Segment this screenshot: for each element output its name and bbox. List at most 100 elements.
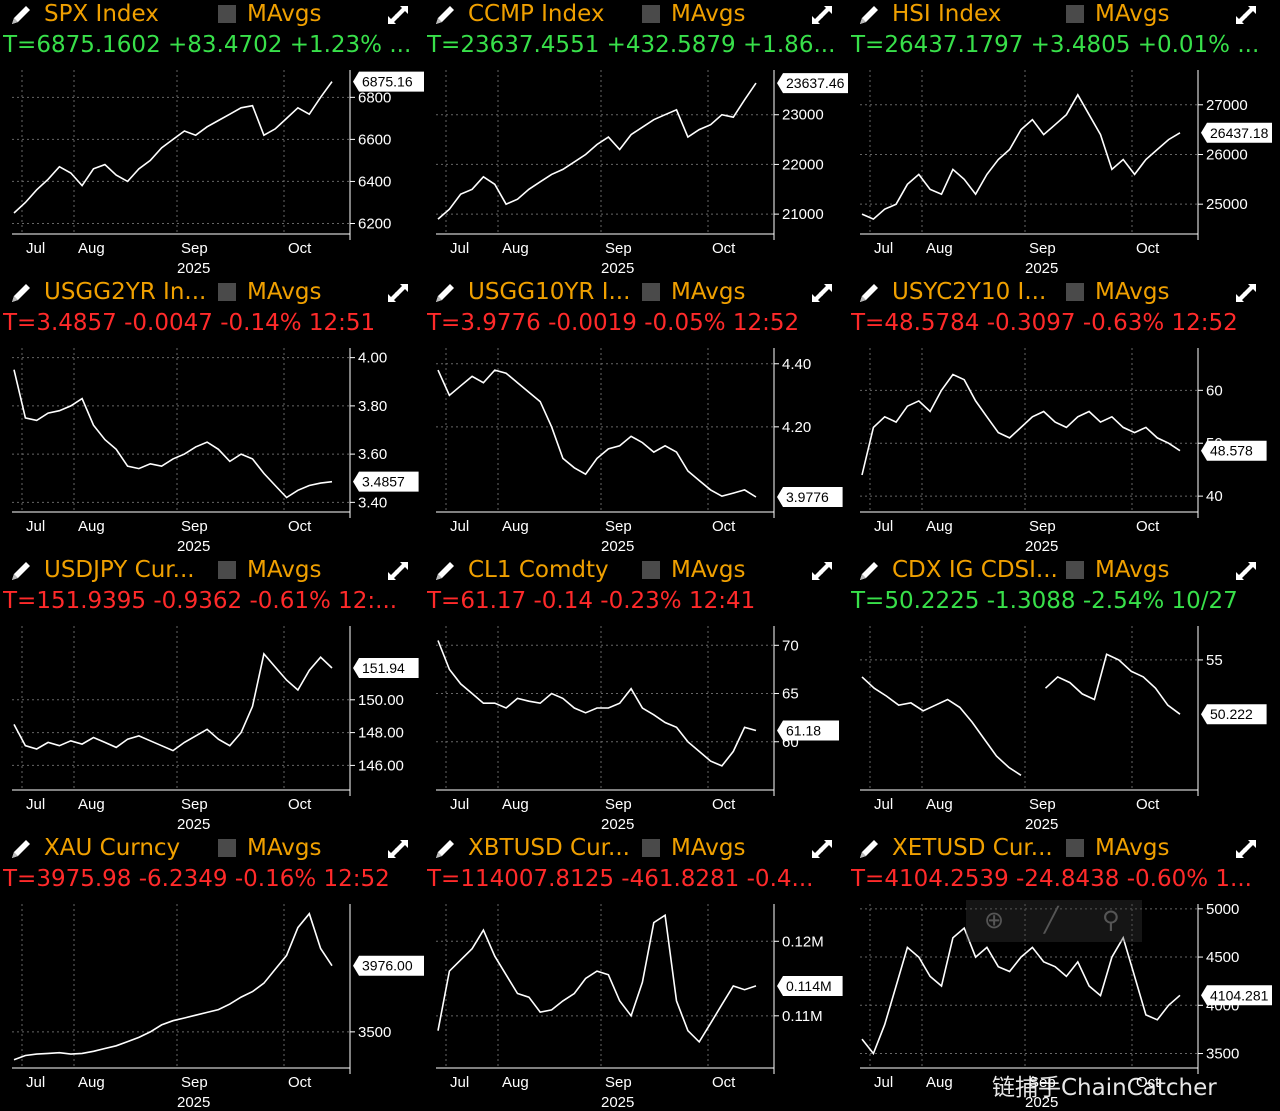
pencil-icon[interactable] bbox=[432, 558, 460, 584]
mavgs-label[interactable]: MAvgs bbox=[247, 279, 322, 305]
mavgs-label[interactable]: MAvgs bbox=[671, 1, 746, 27]
pencil-icon[interactable] bbox=[856, 280, 884, 306]
pencil-icon[interactable] bbox=[8, 836, 36, 862]
mavgs-label[interactable]: MAvgs bbox=[247, 835, 322, 861]
checkbox-icon[interactable] bbox=[642, 839, 660, 857]
mavgs-label[interactable]: MAvgs bbox=[671, 279, 746, 305]
mavgs-label[interactable]: MAvgs bbox=[671, 835, 746, 861]
line-chart[interactable]: Jul Aug Sep Oct 2025 3500 3976.00 bbox=[0, 898, 424, 1111]
year-label: 2025 bbox=[1025, 1094, 1058, 1111]
x-tick-label: Aug bbox=[502, 240, 529, 257]
ticker-label[interactable]: SPX Index bbox=[44, 1, 159, 27]
ticker-label[interactable]: CDX IG CDSI... bbox=[892, 557, 1058, 583]
chart-panel[interactable]: HSI Index MAvgs T=26437.1797 +3.4805 +0.01… bbox=[848, 0, 1272, 277]
line-chart[interactable]: Jul Aug Sep Oct 2025 146.00 148.00 150.00 151.94 bbox=[0, 620, 424, 833]
pencil-icon[interactable] bbox=[856, 2, 884, 28]
mavgs-label[interactable]: MAvgs bbox=[1095, 557, 1170, 583]
year-label: 2025 bbox=[601, 538, 634, 555]
pencil-icon[interactable] bbox=[432, 836, 460, 862]
line-chart[interactable]: Jul Aug Sep Oct 2025 21000 22000 23000 23637.46 bbox=[424, 64, 848, 277]
expand-arrows-icon[interactable] bbox=[384, 558, 412, 584]
zoom-icon[interactable]: ⚲ bbox=[1102, 906, 1120, 934]
chart-panel[interactable]: XAU Curncy MAvgs T=3975.98 -6.2349 -0.16% … bbox=[0, 834, 424, 1111]
x-tick-label: Aug bbox=[926, 240, 953, 257]
x-tick-label: Aug bbox=[926, 1074, 953, 1091]
chart-panel[interactable]: XETUSD Cur... MAvgs T=4104.2539 -24.8438 -… bbox=[848, 834, 1272, 1111]
expand-arrows-icon[interactable] bbox=[384, 2, 412, 28]
pencil-icon[interactable] bbox=[8, 558, 36, 584]
ticker-label[interactable]: XBTUSD Cur... bbox=[468, 835, 630, 861]
ticker-label[interactable]: CCMP Index bbox=[468, 1, 605, 27]
pencil-icon[interactable] bbox=[856, 836, 884, 862]
line-chart[interactable]: Jul Aug Sep Oct 2025 55 50.222 bbox=[848, 620, 1272, 833]
ticker-label[interactable]: USGG10YR I... bbox=[468, 279, 631, 305]
expand-arrows-icon[interactable] bbox=[1232, 2, 1260, 28]
mavgs-label[interactable]: MAvgs bbox=[247, 557, 322, 583]
x-tick-label: Sep bbox=[181, 796, 208, 813]
ticker-label[interactable]: USYC2Y10 I... bbox=[892, 279, 1047, 305]
pencil-icon[interactable] bbox=[432, 280, 460, 306]
chart-panel[interactable]: CCMP Index MAvgs T=23637.4551 +432.5879 +1… bbox=[424, 0, 848, 277]
checkbox-icon[interactable] bbox=[218, 283, 236, 301]
checkbox-icon[interactable] bbox=[642, 5, 660, 23]
chart-panel[interactable]: CDX IG CDSI... MAvgs T=50.2225 -1.3088 -2.… bbox=[848, 556, 1272, 833]
checkbox-icon[interactable] bbox=[642, 561, 660, 579]
expand-arrows-icon[interactable] bbox=[808, 280, 836, 306]
expand-arrows-icon[interactable] bbox=[1232, 280, 1260, 306]
line-chart[interactable]: JulAugSepOct202540506048.578 bbox=[848, 342, 1272, 555]
chart-panel[interactable]: CL1 Comdty MAvgs T=61.17 -0.14 -0.23% 12:4… bbox=[424, 556, 848, 833]
line-chart[interactable]: Jul Aug Sep Oct 2025 0.11M 0.12M 0.114M bbox=[424, 898, 848, 1111]
ticker-label[interactable]: USDJPY Cur... bbox=[44, 557, 195, 583]
mavgs-label[interactable]: MAvgs bbox=[671, 557, 746, 583]
checkbox-icon[interactable] bbox=[1066, 283, 1084, 301]
chart-panel[interactable]: USGG2YR In... MAvgs T=3.4857 -0.0047 -0.14… bbox=[0, 278, 424, 555]
pencil-icon[interactable] bbox=[8, 2, 36, 28]
mavgs-label[interactable]: MAvgs bbox=[247, 1, 322, 27]
checkbox-icon[interactable] bbox=[218, 839, 236, 857]
chart-panel[interactable]: USYC2Y10 I... MAvgs T=48.5784 -0.3097 -0.6… bbox=[848, 278, 1272, 555]
expand-arrows-icon[interactable] bbox=[808, 558, 836, 584]
line-chart[interactable]: Jul Aug Sep Oct 2025 4.20 4.40 3.9776 bbox=[424, 342, 848, 555]
expand-arrows-icon[interactable] bbox=[1232, 836, 1260, 862]
expand-arrows-icon[interactable] bbox=[384, 280, 412, 306]
chart-panel[interactable]: USDJPY Cur... MAvgs T=151.9395 -0.9362 -0.… bbox=[0, 556, 424, 833]
mavgs-label[interactable]: MAvgs bbox=[1095, 1, 1170, 27]
ticker-label[interactable]: HSI Index bbox=[892, 1, 1002, 27]
x-tick-label: Sep bbox=[605, 240, 632, 257]
chart-toolbar[interactable]: ⊕ ╱ ⚲ bbox=[966, 900, 1142, 942]
expand-arrows-icon[interactable] bbox=[808, 2, 836, 28]
last-value-label: 4104.281 bbox=[1210, 987, 1269, 1003]
checkbox-icon[interactable] bbox=[1066, 5, 1084, 23]
checkbox-icon[interactable] bbox=[1066, 561, 1084, 579]
y-tick-label: 3500 bbox=[358, 1024, 391, 1041]
chart-panel[interactable]: SPX Index MAvgs T=6875.1602 +83.4702 +1.23… bbox=[0, 0, 424, 277]
draw-line-icon[interactable]: ╱ bbox=[1044, 906, 1059, 934]
chart-panel[interactable]: XBTUSD Cur... MAvgs T=114007.8125 -461.828… bbox=[424, 834, 848, 1111]
crosshair-icon[interactable]: ⊕ bbox=[984, 906, 1005, 934]
ticker-label[interactable]: XETUSD Cur... bbox=[892, 835, 1053, 861]
panel-header: USYC2Y10 I... MAvgs bbox=[848, 278, 1272, 308]
checkbox-icon[interactable] bbox=[218, 5, 236, 23]
mavgs-label[interactable]: MAvgs bbox=[1095, 279, 1170, 305]
chart-panel[interactable]: USGG10YR I... MAvgs T=3.9776 -0.0019 -0.05… bbox=[424, 278, 848, 555]
line-chart[interactable]: Jul Aug Sep Oct 2025 25000 26000 27000 26437.18 bbox=[848, 64, 1272, 277]
expand-arrows-icon[interactable] bbox=[1232, 558, 1260, 584]
x-tick-label: Jul bbox=[26, 240, 45, 257]
line-chart[interactable]: Jul Aug Sep Oct 2025 3.40 3.60 3.80 4.00 3.4857 bbox=[0, 342, 424, 555]
expand-arrows-icon[interactable] bbox=[384, 836, 412, 862]
checkbox-icon[interactable] bbox=[218, 561, 236, 579]
pencil-icon[interactable] bbox=[856, 558, 884, 584]
ticker-label[interactable]: CL1 Comdty bbox=[468, 557, 609, 583]
ticker-label[interactable]: XAU Curncy bbox=[44, 835, 181, 861]
checkbox-icon[interactable] bbox=[1066, 839, 1084, 857]
checkbox-icon[interactable] bbox=[642, 283, 660, 301]
y-tick-label: 3.60 bbox=[358, 446, 387, 463]
expand-arrows-icon[interactable] bbox=[808, 836, 836, 862]
mavgs-label[interactable]: MAvgs bbox=[1095, 835, 1170, 861]
pencil-icon[interactable] bbox=[432, 2, 460, 28]
ticker-label[interactable]: USGG2YR In... bbox=[44, 279, 207, 305]
pencil-icon[interactable] bbox=[8, 280, 36, 306]
